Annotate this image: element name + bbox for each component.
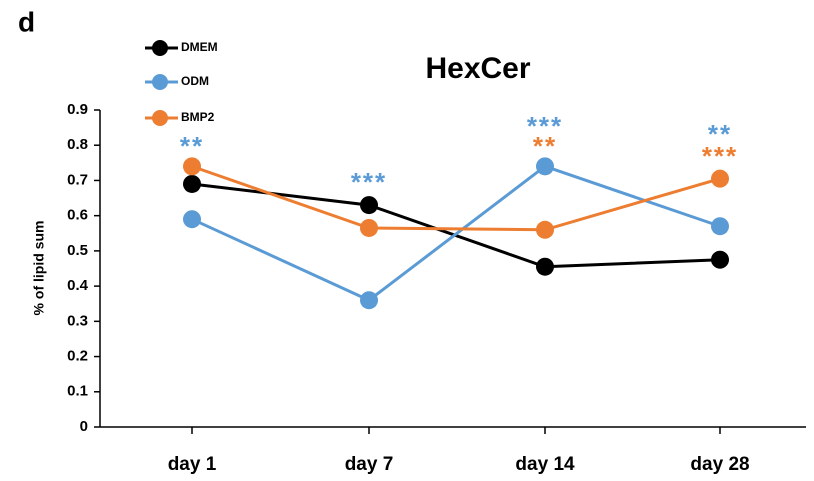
y-tick-label: 0.5 <box>67 242 88 259</box>
marker <box>183 157 201 176</box>
y-tick-label: 0.4 <box>67 277 89 294</box>
significance-mark: *** <box>702 141 738 171</box>
marker <box>711 217 729 236</box>
marker <box>183 210 201 229</box>
marker <box>536 157 554 176</box>
y-tick-label: 0.7 <box>67 171 88 188</box>
panel-label: d <box>18 6 35 37</box>
legend-marker <box>152 110 168 126</box>
marker <box>360 218 378 237</box>
y-tick-label: 0.3 <box>67 312 88 329</box>
marker <box>360 291 378 310</box>
significance-mark: *** <box>527 111 563 141</box>
line <box>191 164 721 302</box>
chart-title: HexCer <box>425 52 530 85</box>
legend-marker <box>152 74 168 90</box>
marker <box>536 257 554 276</box>
line <box>191 164 721 232</box>
significance-mark: ** <box>708 119 732 149</box>
y-tick-label: 0.2 <box>67 348 88 365</box>
x-tick-label: day 7 <box>345 454 394 475</box>
legend-label: BMP2 <box>181 110 215 124</box>
significance-mark: ** <box>533 131 557 161</box>
legend-marker <box>152 40 168 56</box>
marker <box>536 220 554 239</box>
marker <box>360 196 378 215</box>
marker <box>183 174 201 193</box>
marker <box>711 250 729 269</box>
legend-label: ODM <box>181 74 209 88</box>
y-axis-label: % of lipid sum <box>31 221 47 316</box>
x-tick-label: day 14 <box>515 454 575 475</box>
marker <box>711 169 729 188</box>
y-tick-label: 0.6 <box>67 207 88 224</box>
legend-label: DMEM <box>181 40 218 54</box>
y-tick-label: 0 <box>80 418 88 435</box>
y-tick-label: 0.9 <box>67 101 88 118</box>
y-tick-label: 0.8 <box>67 136 88 153</box>
line <box>191 182 721 269</box>
y-tick-label: 0.1 <box>67 383 88 400</box>
x-tick-label: day 28 <box>690 454 749 475</box>
significance-mark: *** <box>351 167 387 197</box>
significance-mark: ** <box>180 131 204 161</box>
x-tick-label: day 1 <box>168 454 217 475</box>
